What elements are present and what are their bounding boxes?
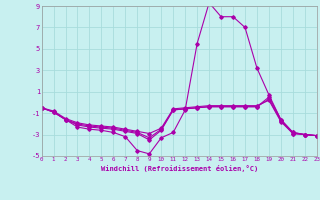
X-axis label: Windchill (Refroidissement éolien,°C): Windchill (Refroidissement éolien,°C) — [100, 165, 258, 172]
